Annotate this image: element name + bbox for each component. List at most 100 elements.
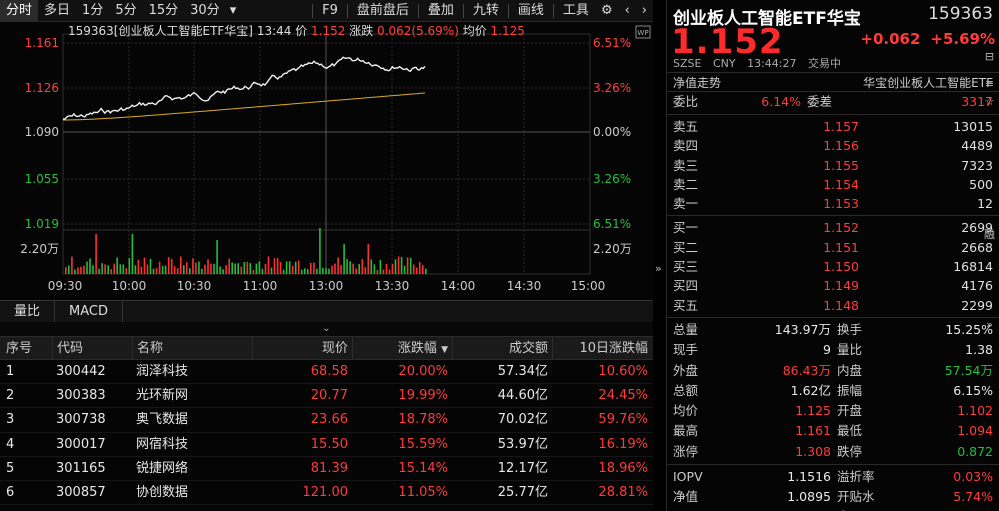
- table-cell: 1: [6, 364, 15, 379]
- nav-trend-label: 净值走势: [673, 76, 722, 90]
- bookmark-icon[interactable]: ⊟: [984, 50, 995, 63]
- table-row[interactable]: 1 300442 润泽科技 68.58 20.00% 57.34亿 10.60%: [0, 360, 653, 385]
- volume-bar: [261, 268, 264, 274]
- stat-row: IOPV 1.1516 溢折率 0.03%: [673, 467, 993, 487]
- nav-trend-bar[interactable]: 净值走势 华宝创业板人工智能ETF: [667, 72, 999, 92]
- volume-bar: [128, 258, 131, 274]
- collapse-icon[interactable]: ⌄: [0, 322, 653, 336]
- forward-icon[interactable]: ›: [641, 2, 647, 18]
- volume-bar: [134, 265, 137, 274]
- volume-bar: [131, 234, 134, 274]
- volume-bar: [192, 258, 194, 274]
- volume-axis-label-right: 2.20万: [593, 242, 632, 256]
- volume-bar: [65, 267, 67, 274]
- col-index[interactable]: 序号: [6, 341, 33, 356]
- level-volume: 2299: [961, 297, 993, 313]
- period-tab[interactable]: 5分: [115, 2, 137, 18]
- table-row[interactable]: 4 300017 网宿科技 15.50 15.59% 53.97亿 16.19%: [0, 433, 653, 457]
- tool-button[interactable]: 工具: [562, 2, 589, 18]
- table-cell: 300383: [56, 388, 106, 404]
- col-turnover[interactable]: 成交额: [452, 337, 552, 359]
- period-tab[interactable]: 1分: [82, 2, 104, 18]
- ask-row[interactable]: 卖二 1.154 500: [673, 175, 993, 194]
- tool-button[interactable]: F9: [322, 2, 338, 18]
- exchange: SZSE: [673, 57, 702, 70]
- volume-bar: [161, 266, 164, 274]
- table-row[interactable]: 3 300738 奥飞数据 23.66 18.78% 70.02亿 59.76%: [0, 408, 653, 433]
- volume-bar: [89, 258, 91, 274]
- volume-bar: [370, 259, 373, 274]
- tool-button[interactable]: 画线: [517, 2, 544, 18]
- table-cell: 光环新网: [136, 388, 189, 404]
- margin-icon[interactable]: 融: [984, 228, 995, 241]
- expand-icon[interactable]: »: [986, 318, 993, 331]
- volume-bar: [137, 259, 140, 274]
- table-cell: 润泽科技: [136, 364, 189, 379]
- table-row[interactable]: 5 301165 锐捷网络 81.39 15.14% 12.17亿 18.96%: [0, 457, 653, 481]
- volume-bar: [201, 268, 203, 274]
- ask-row[interactable]: 卖一 1.153 12: [673, 194, 993, 213]
- tool-button[interactable]: 盘前盘后: [356, 2, 409, 18]
- volume-axis-label: 2.20万: [20, 242, 59, 256]
- period-tab[interactable]: 30分: [190, 2, 220, 18]
- y-right-tick-label: 3.26%: [593, 81, 631, 95]
- bid-row[interactable]: 买四 1.149 4176: [673, 276, 993, 295]
- ask-row[interactable]: 卖五 1.157 13015: [673, 117, 993, 136]
- volume-bar: [189, 268, 191, 274]
- wp-icon: [635, 25, 651, 39]
- menu-icon[interactable]: ≡: [984, 77, 995, 90]
- table-cell: 10.60%: [598, 364, 648, 379]
- col-10d-change[interactable]: 10日涨跌幅: [552, 337, 652, 359]
- col-name[interactable]: 名称: [132, 337, 252, 359]
- volume-bar: [364, 267, 367, 274]
- volume-bar: [116, 257, 118, 274]
- volume-bar: [240, 266, 243, 274]
- tool-button[interactable]: 九转: [472, 2, 499, 18]
- volume-bar: [307, 269, 309, 274]
- bid-row[interactable]: 买二 1.151 2668: [673, 238, 993, 257]
- expand-right-icon[interactable]: »: [655, 262, 662, 275]
- table-cell: 81.39: [310, 460, 348, 476]
- divider: [667, 316, 999, 318]
- level-volume: 500: [969, 176, 993, 192]
- volume-bar: [101, 263, 103, 274]
- ask-row[interactable]: 卖四 1.156 4489: [673, 136, 993, 155]
- volume-bar: [343, 244, 345, 274]
- col-price[interactable]: 现价: [252, 337, 352, 359]
- volume-bar: [352, 263, 354, 274]
- price-line: [62, 56, 426, 120]
- col-code[interactable]: 代码: [52, 337, 132, 359]
- more-periods-icon[interactable]: ▾: [229, 2, 237, 18]
- stat-value: 0.872: [957, 443, 993, 459]
- tab-macd[interactable]: MACD: [55, 300, 123, 323]
- level-label: 买一: [673, 220, 699, 236]
- table-cell: 70.02亿: [497, 412, 548, 428]
- period-tab[interactable]: 多日: [44, 2, 71, 18]
- table-row[interactable]: 2 300383 光环新网 20.77 19.99% 44.60亿 24.45%: [0, 384, 653, 409]
- ask-row[interactable]: 卖三 1.155 7323: [673, 156, 993, 175]
- favorite-icon[interactable]: ☆: [984, 95, 995, 108]
- stat-row: 净值 1.0895 开贴水率 5.74%: [673, 487, 993, 511]
- fund-fullname: 华宝创业板人工智能ETF: [863, 76, 993, 90]
- period-tab[interactable]: 分时: [0, 0, 39, 22]
- tool-button[interactable]: 叠加: [427, 2, 454, 18]
- level-price: 1.149: [823, 278, 859, 294]
- period-tab[interactable]: 15分: [148, 2, 179, 18]
- level-volume: 4489: [961, 138, 993, 154]
- x-tick-label: 14:00: [441, 279, 476, 293]
- table-cell: 15.50: [310, 436, 348, 452]
- level-label: 买五: [673, 297, 699, 313]
- col-change[interactable]: 涨跌幅 ▼: [352, 337, 452, 359]
- stat-value: 9: [823, 342, 831, 358]
- bid-row[interactable]: 买五 1.148 2299: [673, 296, 993, 315]
- price-change: +0.062 +5.69%: [850, 30, 995, 48]
- stat-value: 1.0895: [787, 489, 831, 505]
- settings-icon[interactable]: ⚙: [600, 2, 613, 18]
- bid-row[interactable]: 买一 1.152 2699: [673, 218, 993, 237]
- back-icon[interactable]: ‹: [624, 2, 630, 18]
- bid-row[interactable]: 买三 1.150 16814: [673, 257, 993, 276]
- table-row[interactable]: 6 300857 协创数据 121.00 11.05% 25.77亿 28.81%: [0, 481, 653, 506]
- level-label: 卖五: [673, 119, 699, 134]
- tab-volume-ratio[interactable]: 量比: [0, 300, 56, 323]
- table-cell: 301165: [56, 460, 106, 476]
